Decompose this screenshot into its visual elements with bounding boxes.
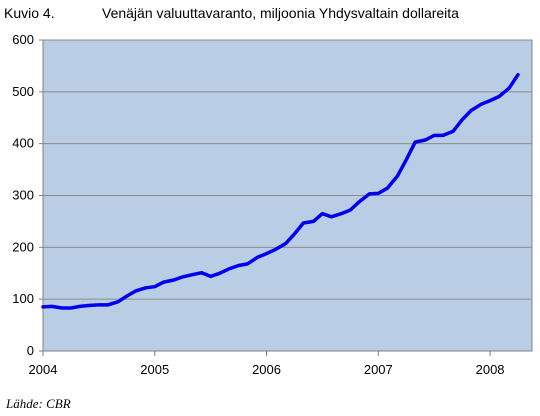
data-point bbox=[414, 141, 416, 143]
data-point bbox=[377, 192, 380, 195]
x-tick-label: 2006 bbox=[252, 362, 281, 377]
chart-title: Venäjän valuuttavaranto, miljoonia Yhdys… bbox=[102, 5, 459, 21]
x-tick-label: 2008 bbox=[476, 362, 505, 377]
data-point bbox=[209, 275, 212, 278]
data-point bbox=[312, 220, 315, 223]
data-point bbox=[117, 300, 119, 303]
data-point bbox=[368, 193, 371, 195]
data-point bbox=[126, 295, 128, 297]
y-axis-ticks: 0 100 200 300 400 500 600 bbox=[12, 32, 43, 358]
data-point bbox=[256, 256, 259, 258]
data-point bbox=[424, 139, 427, 141]
data-point bbox=[181, 276, 184, 278]
data-point bbox=[70, 307, 72, 309]
series-line bbox=[41, 72, 520, 310]
axes bbox=[42, 40, 532, 356]
data-point bbox=[228, 267, 231, 270]
data-point bbox=[340, 212, 343, 215]
data-point bbox=[452, 130, 455, 133]
data-point bbox=[517, 73, 519, 76]
data-point bbox=[89, 304, 91, 307]
data-point bbox=[172, 279, 175, 281]
data-point bbox=[489, 99, 491, 102]
x-tick-label: 2004 bbox=[29, 362, 58, 377]
data-point bbox=[498, 95, 500, 98]
data-point bbox=[442, 134, 444, 137]
figure-number: Kuvio 4. bbox=[4, 5, 55, 21]
x-axis-ticks: 2004 2005 2006 2007 2008 bbox=[29, 351, 505, 377]
data-point bbox=[358, 200, 361, 203]
data-point bbox=[200, 271, 203, 274]
data-point bbox=[134, 290, 137, 292]
data-point bbox=[51, 305, 53, 308]
data-point bbox=[107, 304, 109, 306]
data-point bbox=[237, 264, 240, 267]
data-point bbox=[508, 87, 510, 90]
data-point bbox=[190, 274, 193, 276]
y-tick-label: 100 bbox=[12, 291, 34, 306]
data-point bbox=[349, 209, 352, 211]
data-point bbox=[433, 134, 436, 137]
y-tick-label: 600 bbox=[12, 32, 34, 47]
data-point bbox=[42, 306, 44, 308]
source-note: Lähde: CBR bbox=[6, 396, 71, 411]
data-point bbox=[218, 272, 221, 275]
y-tick-label: 200 bbox=[12, 239, 34, 254]
data-point bbox=[274, 248, 277, 251]
data-point bbox=[386, 187, 389, 190]
data-point bbox=[470, 109, 472, 112]
data-point bbox=[246, 263, 249, 265]
data-point bbox=[293, 233, 296, 235]
data-point bbox=[153, 285, 156, 288]
line-chart: 0 100 200 300 400 500 600 2004 2005 2006 2007 2008 bbox=[12, 32, 533, 377]
data-point bbox=[461, 119, 463, 121]
data-point bbox=[396, 175, 399, 178]
y-tick-label: 300 bbox=[12, 188, 34, 203]
data-point bbox=[162, 281, 165, 283]
data-point bbox=[330, 215, 333, 218]
data-point bbox=[61, 307, 63, 309]
data-point bbox=[321, 212, 324, 215]
data-point bbox=[405, 158, 408, 161]
data-point bbox=[145, 286, 147, 289]
series-layer bbox=[41, 72, 520, 310]
grid-lines bbox=[43, 39, 532, 300]
data-point bbox=[302, 222, 305, 224]
data-point bbox=[98, 304, 100, 306]
data-point bbox=[480, 103, 482, 106]
x-tick-label: 2007 bbox=[364, 362, 393, 377]
data-point bbox=[284, 242, 287, 245]
y-tick-label: 400 bbox=[12, 136, 34, 151]
x-tick-label: 2005 bbox=[140, 362, 169, 377]
data-point bbox=[265, 252, 268, 255]
y-tick-label: 0 bbox=[27, 343, 34, 358]
y-tick-label: 500 bbox=[12, 84, 34, 99]
data-point bbox=[79, 305, 81, 308]
